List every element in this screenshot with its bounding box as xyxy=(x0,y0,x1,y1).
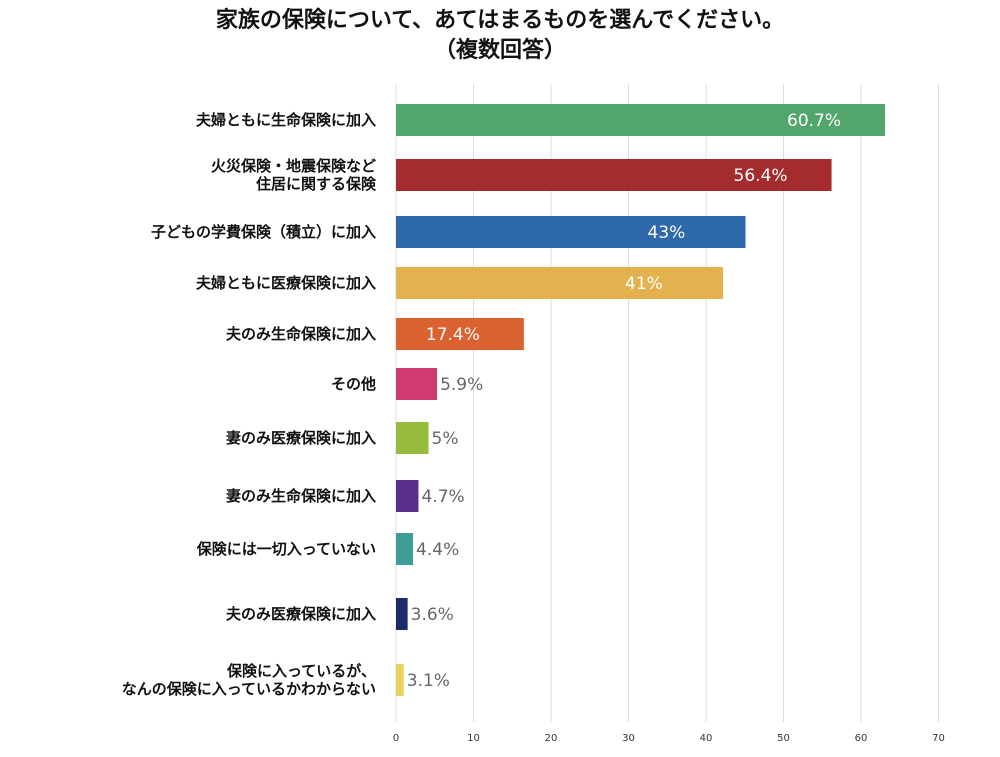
value-label: 60.7% xyxy=(787,111,841,131)
category-label: 夫婦ともに生命保険に加入 xyxy=(196,111,376,129)
category-label: 保険には一切入っていない xyxy=(196,540,376,558)
x-tick-label: 10 xyxy=(467,733,480,744)
chart-title-line-2: （複数回答） xyxy=(433,38,566,63)
bar xyxy=(396,104,886,136)
category-label: 住居に関する保険 xyxy=(256,175,377,193)
value-label: 17.4% xyxy=(426,325,480,345)
bar xyxy=(396,368,438,400)
value-label: 5% xyxy=(432,429,459,449)
category-label: 夫婦ともに医療保険に加入 xyxy=(196,274,376,292)
chart-title: 家族の保険について、あてはまるものを選んでください。 （複数回答） xyxy=(0,6,1000,66)
bar xyxy=(396,664,404,696)
bar xyxy=(396,422,429,454)
category-label: 保険に入っているが、 xyxy=(226,662,376,680)
category-label: 子どもの学費保険（積立）に加入 xyxy=(151,223,376,241)
x-tick-label: 70 xyxy=(932,733,945,744)
bar xyxy=(396,216,746,248)
value-label: 4.4% xyxy=(416,540,459,560)
category-label: その他 xyxy=(331,375,376,393)
value-label: 41% xyxy=(625,274,663,294)
x-tick-label: 0 xyxy=(393,733,399,744)
bar xyxy=(396,318,524,350)
category-label: 妻のみ医療保険に加入 xyxy=(226,429,376,447)
value-label: 56.4% xyxy=(734,166,788,186)
value-label: 43% xyxy=(648,223,686,243)
value-label: 5.9% xyxy=(440,375,483,395)
value-label: 3.1% xyxy=(407,671,450,691)
bar xyxy=(396,267,724,299)
x-tick-label: 50 xyxy=(777,733,790,744)
chart-title-line-1: 家族の保険について、あてはまるものを選んでください。 xyxy=(215,8,785,33)
bar xyxy=(396,480,419,512)
x-tick-label: 20 xyxy=(545,733,558,744)
x-tick-label: 30 xyxy=(622,733,635,744)
category-label: 火災保険・地震保険など xyxy=(211,157,376,175)
value-label: 3.6% xyxy=(411,605,454,625)
x-tick-label: 60 xyxy=(855,733,868,744)
category-label: 妻のみ生命保険に加入 xyxy=(226,487,376,505)
value-label: 4.7% xyxy=(421,487,464,507)
category-label: 夫のみ医療保険に加入 xyxy=(226,605,376,623)
bar xyxy=(396,598,408,630)
x-tick-label: 40 xyxy=(700,733,713,744)
category-label: なんの保険に入っているかわからない xyxy=(122,680,376,698)
category-label: 夫のみ生命保険に加入 xyxy=(226,325,376,343)
bar xyxy=(396,159,832,191)
bar xyxy=(396,533,414,565)
